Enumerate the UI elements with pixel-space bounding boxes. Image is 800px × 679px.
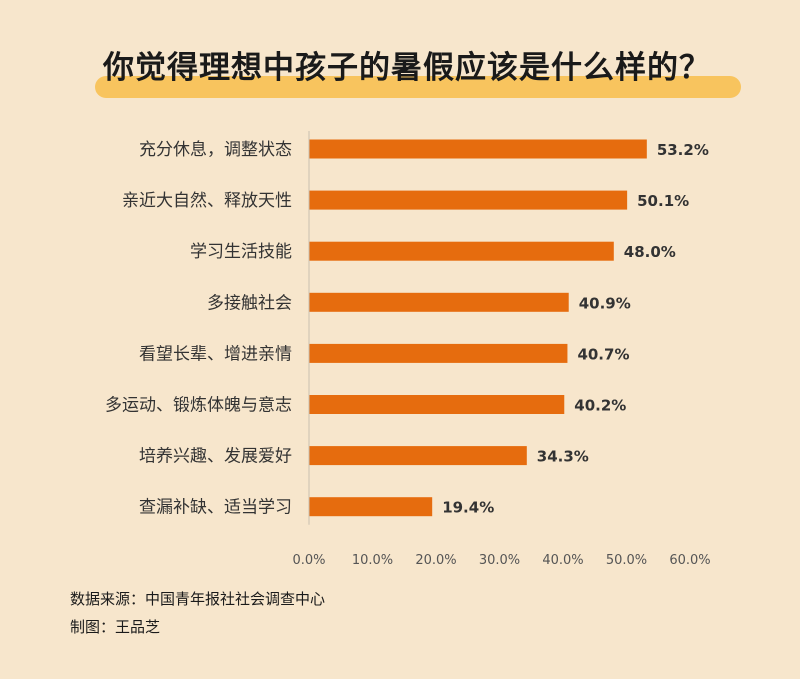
tick-label: 60.0% [669, 553, 710, 568]
tick-label: 30.0% [479, 553, 520, 568]
bar [309, 395, 565, 414]
value-label: 50.1% [637, 192, 689, 210]
bar [309, 343, 568, 363]
value-label: 48.0% [624, 243, 676, 261]
bar [309, 446, 527, 466]
value-label: 40.9% [579, 294, 631, 312]
tick-label: 40.0% [542, 553, 583, 568]
bar [309, 139, 647, 159]
category-label: 查漏补缺、适当学习 [139, 498, 292, 518]
value-labels: 53.2% 50.1% 48.0% 40.9% 40.7% 40.2% 34.3% 19.4% [442, 141, 709, 517]
bar [309, 241, 614, 261]
value-label: 19.4% [442, 499, 494, 517]
tick-label: 10.0% [352, 553, 393, 568]
data-source: 数据来源：中国青年报社社会调查中心 [70, 590, 326, 608]
x-axis-ticks: 0.0% 10.0% 20.0% 30.0% 40.0% 50.0% 60.0% [292, 553, 710, 568]
title-highlight [95, 76, 741, 98]
category-label: 多运动、锻炼体魄与意志 [105, 396, 292, 416]
category-label: 亲近大自然、释放天性 [122, 191, 292, 211]
value-label: 40.7% [577, 345, 629, 363]
bars [309, 139, 647, 517]
tick-label: 0.0% [292, 553, 325, 568]
bar [309, 497, 433, 517]
bar [309, 292, 569, 312]
tick-label: 20.0% [415, 553, 456, 568]
category-label: 学习生活技能 [190, 242, 292, 262]
category-label: 培养兴趣、发展爱好 [139, 447, 292, 467]
chart-title: 你觉得理想中孩子的暑假应该是什么样的？ [103, 50, 711, 86]
tick-label: 50.0% [606, 553, 647, 568]
category-label: 看望长辈、增进亲情 [139, 344, 292, 364]
category-labels: 充分休息，调整状态亲近大自然、释放天性学习生活技能多接触社会看望长辈、增进亲情多… [105, 140, 292, 518]
title-block: 你觉得理想中孩子的暑假应该是什么样的？ [95, 40, 745, 100]
category-label: 多接触社会 [207, 293, 292, 313]
chart-credit: 制图：王品芝 [70, 618, 161, 636]
value-label: 40.2% [574, 397, 626, 415]
value-label: 53.2% [657, 141, 709, 159]
value-label: 34.3% [537, 448, 589, 466]
category-label: 充分休息，调整状态 [139, 140, 292, 160]
bar [309, 190, 628, 210]
